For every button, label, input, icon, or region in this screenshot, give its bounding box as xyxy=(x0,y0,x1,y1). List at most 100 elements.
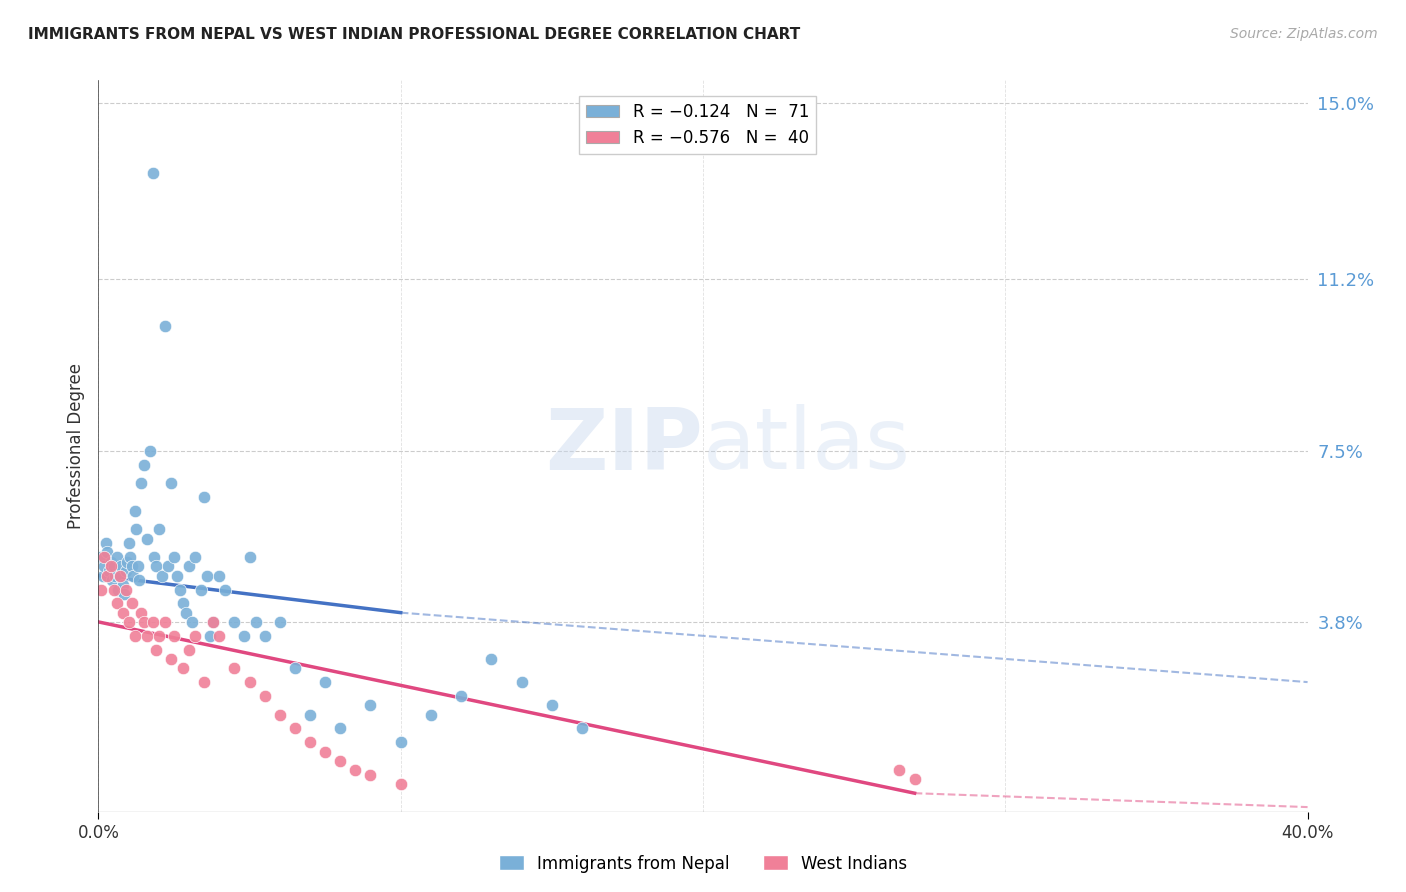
Point xyxy=(105,550,128,565)
Point xyxy=(139,443,162,458)
Point xyxy=(174,606,197,620)
Point xyxy=(214,582,236,597)
Point xyxy=(96,545,118,559)
Point xyxy=(284,661,307,675)
Point xyxy=(115,555,138,569)
Point xyxy=(124,504,146,518)
Point xyxy=(481,652,503,666)
Text: atlas: atlas xyxy=(703,404,911,488)
Point xyxy=(90,582,112,597)
Point xyxy=(389,777,412,791)
Point xyxy=(172,661,194,675)
Point xyxy=(153,318,176,333)
Point xyxy=(389,735,412,749)
Point xyxy=(190,582,212,597)
Point xyxy=(103,559,125,574)
Point xyxy=(208,629,231,643)
Text: ZIP: ZIP xyxy=(546,404,703,488)
Point xyxy=(450,689,472,703)
Point xyxy=(904,772,927,787)
Point xyxy=(93,559,115,574)
Point xyxy=(163,550,186,565)
Point xyxy=(104,568,127,582)
Point xyxy=(329,754,352,768)
Point xyxy=(128,574,150,588)
Point xyxy=(540,698,562,713)
Point xyxy=(224,615,246,629)
Point xyxy=(239,675,262,690)
Point xyxy=(179,642,201,657)
Point xyxy=(132,458,155,472)
Point xyxy=(111,606,134,620)
Point xyxy=(142,166,165,180)
Point xyxy=(208,568,231,582)
Point xyxy=(93,550,115,565)
Point xyxy=(100,555,122,569)
Point xyxy=(127,559,149,574)
Point xyxy=(889,763,911,777)
Point xyxy=(108,568,131,582)
Point xyxy=(314,745,336,759)
Point xyxy=(299,707,322,722)
Point xyxy=(420,707,443,722)
Point xyxy=(269,707,291,722)
Point xyxy=(90,550,112,565)
Point xyxy=(118,536,141,550)
Point xyxy=(181,615,204,629)
Point xyxy=(184,550,207,565)
Point xyxy=(143,550,166,565)
Point xyxy=(148,522,170,536)
Point xyxy=(96,568,118,582)
Point xyxy=(98,564,121,578)
Point xyxy=(156,559,179,574)
Point xyxy=(120,550,142,565)
Point xyxy=(284,722,307,736)
Point xyxy=(121,596,143,610)
Point xyxy=(142,615,165,629)
Point xyxy=(202,615,225,629)
Text: IMMIGRANTS FROM NEPAL VS WEST INDIAN PROFESSIONAL DEGREE CORRELATION CHART: IMMIGRANTS FROM NEPAL VS WEST INDIAN PRO… xyxy=(28,27,800,42)
Point xyxy=(118,615,141,629)
Point xyxy=(184,629,207,643)
Point xyxy=(135,629,157,643)
Point xyxy=(163,629,186,643)
Text: Source: ZipAtlas.com: Source: ZipAtlas.com xyxy=(1230,27,1378,41)
Point xyxy=(132,615,155,629)
Point xyxy=(314,675,336,690)
Y-axis label: Professional Degree: Professional Degree xyxy=(66,363,84,529)
Point xyxy=(239,550,262,565)
Point xyxy=(202,615,225,629)
Point xyxy=(299,735,322,749)
Point xyxy=(253,689,276,703)
Point xyxy=(91,568,114,582)
Point xyxy=(360,767,382,781)
Point xyxy=(232,629,254,643)
Point xyxy=(269,615,291,629)
Point xyxy=(110,559,132,574)
Point xyxy=(100,559,122,574)
Point xyxy=(160,652,183,666)
Point xyxy=(245,615,267,629)
Point xyxy=(153,615,176,629)
Point xyxy=(360,698,382,713)
Point xyxy=(195,568,218,582)
Legend: R = −0.124   N =  71, R = −0.576   N =  40: R = −0.124 N = 71, R = −0.576 N = 40 xyxy=(579,96,815,153)
Point xyxy=(179,559,201,574)
Point xyxy=(166,568,188,582)
Point xyxy=(129,606,152,620)
Legend: Immigrants from Nepal, West Indians: Immigrants from Nepal, West Indians xyxy=(492,848,914,880)
Point xyxy=(111,578,134,592)
Point xyxy=(172,596,194,610)
Point xyxy=(150,568,173,582)
Point xyxy=(145,642,167,657)
Point xyxy=(329,722,352,736)
Point xyxy=(160,476,183,491)
Point xyxy=(101,574,124,588)
Point xyxy=(571,722,593,736)
Point xyxy=(112,587,135,601)
Point xyxy=(200,629,222,643)
Point xyxy=(103,582,125,597)
Point xyxy=(108,568,131,582)
Point xyxy=(105,596,128,610)
Point xyxy=(114,564,136,578)
